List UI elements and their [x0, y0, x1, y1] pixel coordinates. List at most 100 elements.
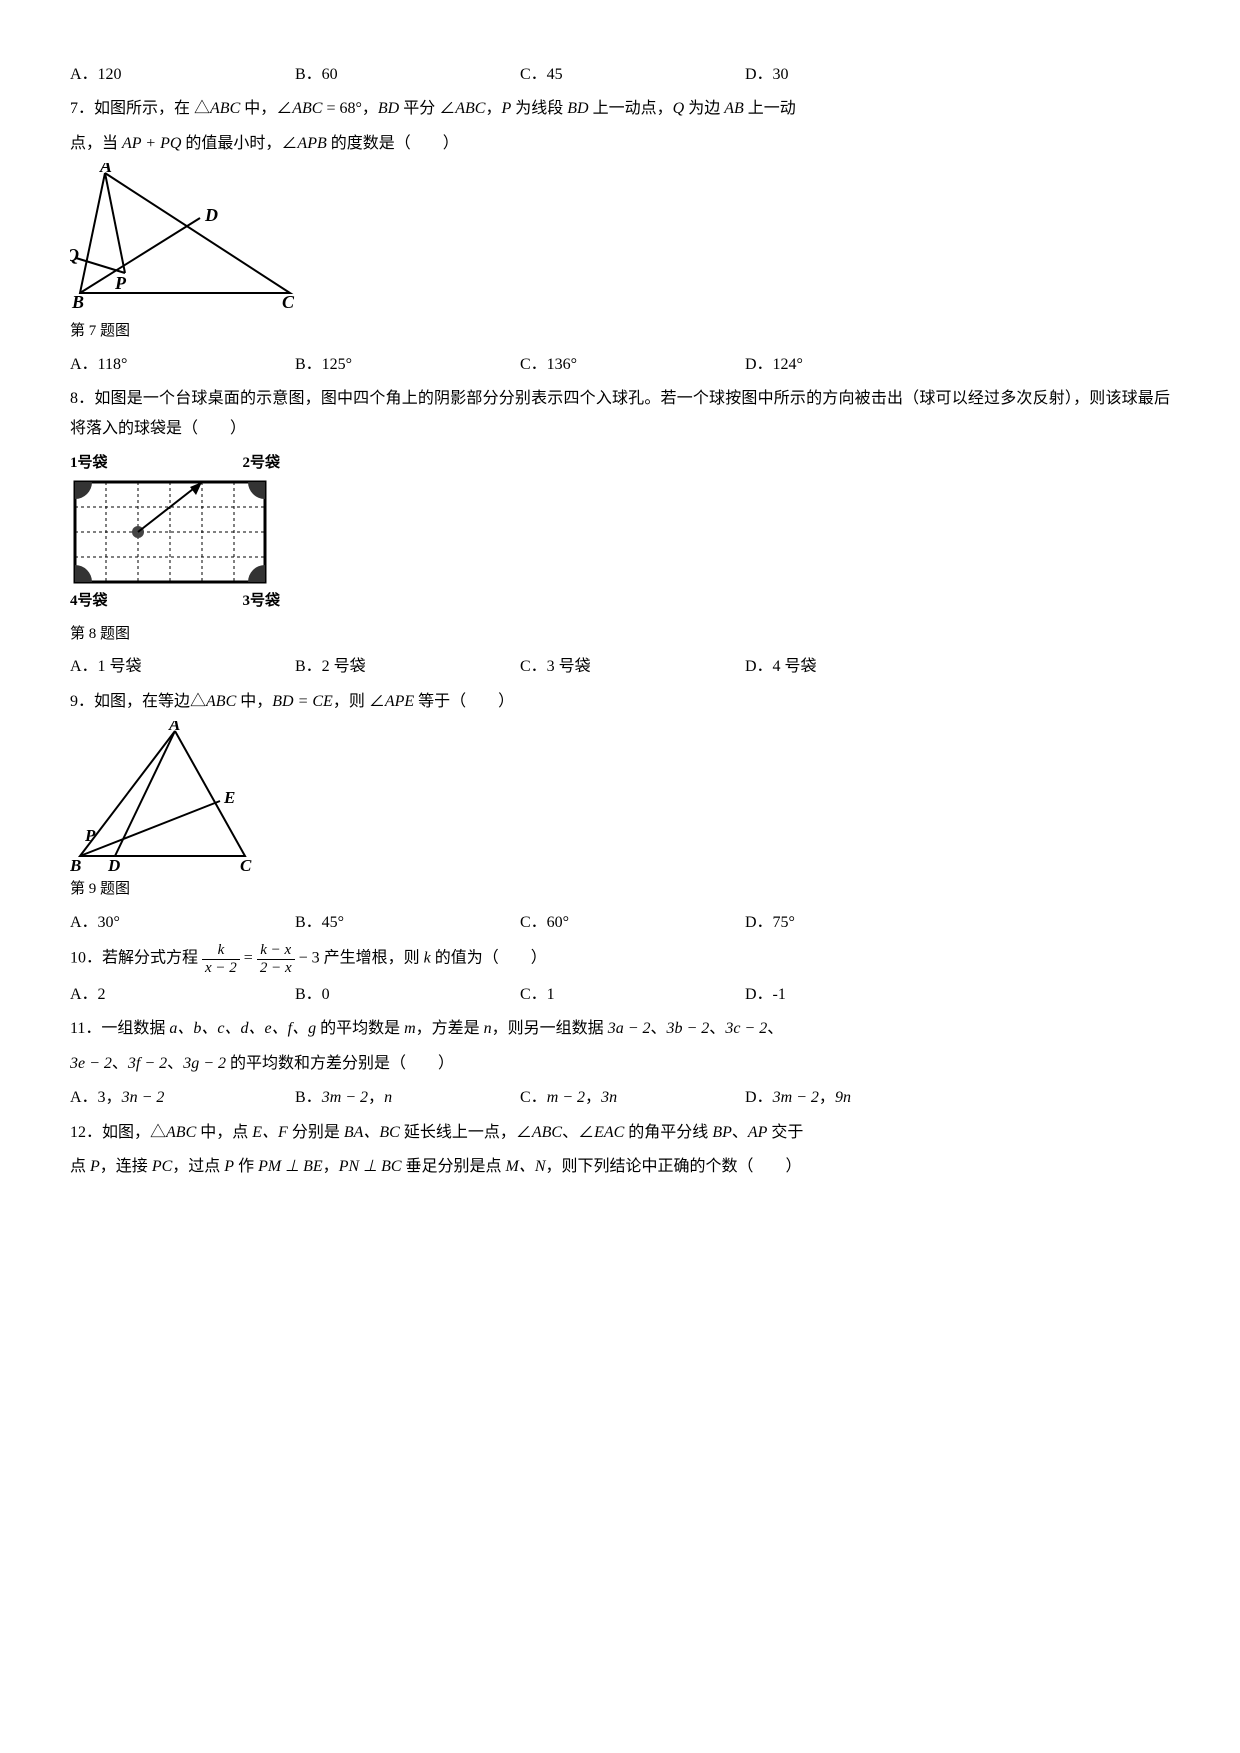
- t: ，: [368, 1089, 384, 1106]
- abc3: ABC: [455, 100, 485, 117]
- v6: 3g − 2: [183, 1055, 226, 1072]
- t: 分别是: [288, 1124, 344, 1141]
- q10-options: A．2 B．0 C．1 D．-1: [70, 980, 970, 1010]
- abc2: ABC: [292, 100, 322, 117]
- q9-opt-a: A．30°: [70, 908, 295, 938]
- q7-opt-b: B．125°: [295, 350, 520, 380]
- t: ，: [485, 100, 501, 117]
- q9-opt-c: C．60°: [520, 908, 745, 938]
- svg-text:B: B: [71, 292, 84, 312]
- svg-text:P: P: [84, 826, 96, 845]
- bd2: BD: [567, 100, 588, 117]
- q11-opt-c: C．m − 2，3n: [520, 1083, 745, 1113]
- t: 的值最小时，∠: [181, 135, 297, 152]
- t: 12．如图，△: [70, 1124, 166, 1141]
- d: 2 − x: [257, 960, 295, 977]
- v: n: [384, 1089, 392, 1106]
- m: m: [404, 1020, 416, 1037]
- t: 上一动: [744, 100, 796, 117]
- ap: AP: [748, 1124, 768, 1141]
- q6-opt-b: B．60: [295, 60, 520, 90]
- v2: 3b − 2: [667, 1020, 710, 1037]
- svg-text:C: C: [240, 856, 252, 871]
- p: P: [90, 1158, 100, 1175]
- q8-opt-a: A．1 号袋: [70, 652, 295, 682]
- t: 10．若解分式方程: [70, 950, 202, 967]
- d: x − 2: [202, 960, 240, 977]
- t: 、: [732, 1124, 748, 1141]
- q8-figure: 1号袋 2号袋 4号袋 3号袋: [70, 449, 280, 616]
- q11-opt-a: A．3，3n − 2: [70, 1083, 295, 1113]
- frac1: kx − 2: [202, 942, 240, 976]
- ape: APE: [385, 693, 414, 710]
- eq: =: [244, 950, 257, 967]
- t: 作: [234, 1158, 258, 1175]
- t: D．: [745, 1089, 773, 1106]
- t: 9．如图，在等边△: [70, 693, 206, 710]
- ef: E、F: [252, 1124, 288, 1141]
- t: 交于: [767, 1124, 803, 1141]
- svg-text:E: E: [223, 788, 235, 807]
- abca: ABC: [532, 1124, 562, 1141]
- q6-options: A．120 B．60 C．45 D．30: [70, 60, 970, 90]
- t: ，: [585, 1089, 601, 1106]
- t: B．: [295, 1089, 322, 1106]
- svg-text:P: P: [114, 273, 127, 293]
- bdce: BD = CE: [272, 693, 333, 710]
- t: 、∠: [562, 1124, 594, 1141]
- t: 11．一组数据: [70, 1020, 169, 1037]
- q11-line1: 11．一组数据 a、b、c、d、e、f、g 的平均数是 m，方差是 n，则另一组…: [70, 1014, 1170, 1044]
- t: ，则下列结论中正确的个数（ ）: [546, 1158, 802, 1175]
- t: 的值为（ ）: [431, 950, 547, 967]
- apb: APB: [297, 135, 326, 152]
- abc: ABC: [206, 693, 236, 710]
- n: n: [484, 1020, 492, 1037]
- q11-opt-b: B．3m − 2，n: [295, 1083, 520, 1113]
- t: ，则另一组数据: [492, 1020, 608, 1037]
- q7-options: A．118° B．125° C．136° D．124°: [70, 350, 970, 380]
- q7-caption: 第 7 题图: [70, 317, 1170, 346]
- svg-text:D: D: [107, 856, 120, 871]
- svg-text:A: A: [168, 721, 180, 734]
- t: ，过点: [172, 1158, 224, 1175]
- v: 3n: [601, 1089, 617, 1106]
- t: 中，∠: [240, 100, 292, 117]
- t: = 68°，: [322, 100, 377, 117]
- t: A．3，: [70, 1089, 122, 1106]
- q10-opt-a: A．2: [70, 980, 295, 1010]
- t: 垂足分别是点: [402, 1158, 506, 1175]
- v: 3m − 2: [322, 1089, 368, 1106]
- q10-text: 10．若解分式方程 kx − 2 = k − x2 − x − 3 产生增根，则…: [70, 942, 1170, 976]
- t: 为线段: [511, 100, 567, 117]
- p2: P: [224, 1158, 234, 1175]
- q6-opt-d: D．30: [745, 60, 970, 90]
- t: 、: [767, 1020, 783, 1037]
- t: ，连接: [100, 1158, 152, 1175]
- q9-opt-b: B．45°: [295, 908, 520, 938]
- q9-text: 9．如图，在等边△ABC 中，BD = CE，则 ∠APE 等于（ ）: [70, 687, 1170, 717]
- t: 、: [709, 1020, 725, 1037]
- q6-opt-c: C．45: [520, 60, 745, 90]
- t: C．: [520, 1089, 547, 1106]
- lbl2: 2号袋: [242, 449, 280, 478]
- mn: M、N: [506, 1158, 546, 1175]
- t: 延长线上一点，∠: [400, 1124, 532, 1141]
- t: 中，: [236, 693, 272, 710]
- bp: BP: [712, 1124, 732, 1141]
- v4: 3e − 2: [70, 1055, 112, 1072]
- q8-text: 8．如图是一个台球桌面的示意图，图中四个角上的阴影部分分别表示四个入球孔。若一个…: [70, 384, 1170, 445]
- pc: PC: [152, 1158, 172, 1175]
- t: 7．如图所示，在 △: [70, 100, 210, 117]
- appq: AP + PQ: [122, 135, 181, 152]
- bd: BD: [378, 100, 399, 117]
- q11-options: A．3，3n − 2 B．3m − 2，n C．m − 2，3n D． 3m − …: [70, 1083, 970, 1113]
- t: 、: [112, 1055, 128, 1072]
- svg-text:A: A: [99, 163, 112, 176]
- t: ，: [819, 1089, 835, 1106]
- svg-text:D: D: [204, 205, 218, 225]
- t: 点，当: [70, 135, 122, 152]
- pmbe: PM ⊥ BE: [258, 1158, 323, 1175]
- babc: BA、BC: [344, 1124, 400, 1141]
- t: 的平均数和方差分别是（ ）: [226, 1055, 454, 1072]
- q11-line2: 3e − 2、3f − 2、3g − 2 的平均数和方差分别是（ ）: [70, 1049, 1170, 1079]
